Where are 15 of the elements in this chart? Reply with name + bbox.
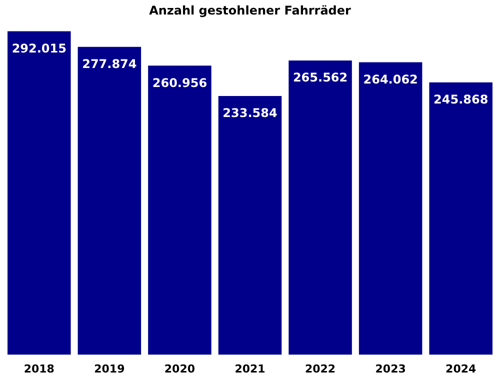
data-label: 265.562 xyxy=(292,70,348,85)
data-label: 277.874 xyxy=(82,57,137,72)
data-label: 260.956 xyxy=(152,76,208,90)
x-tick-label: 2024 xyxy=(446,362,477,376)
x-tick-label: 2019 xyxy=(94,362,125,376)
x-tick-label: 2023 xyxy=(375,362,406,376)
x-tick-label: 2021 xyxy=(234,362,266,376)
x-tick-label: 2020 xyxy=(164,362,196,376)
chart-title: Anzahl gestohlener Fahrräder xyxy=(149,3,352,18)
data-label: 245.868 xyxy=(434,92,488,107)
data-label: 264.062 xyxy=(363,72,418,86)
x-tick-label: 2022 xyxy=(304,362,336,376)
data-label: 233.584 xyxy=(222,106,278,120)
x-tick-label: 2018 xyxy=(24,362,54,376)
data-label: 292.015 xyxy=(12,41,66,56)
